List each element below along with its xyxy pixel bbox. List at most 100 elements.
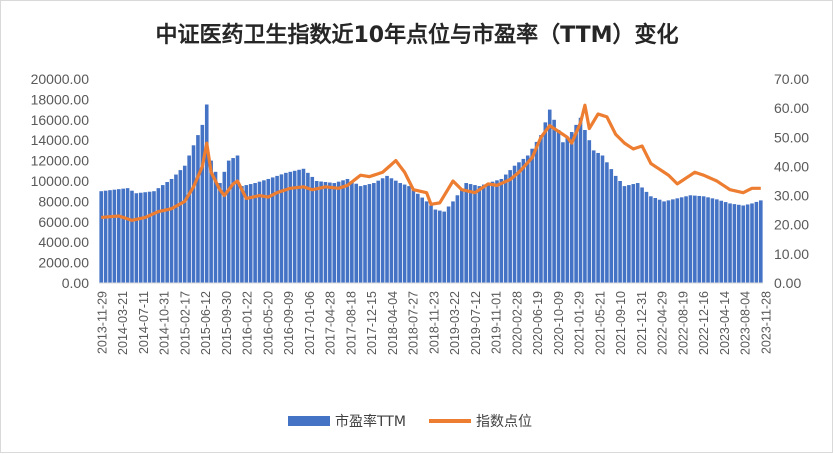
bar — [618, 181, 622, 283]
bar — [587, 140, 592, 283]
bar — [697, 195, 702, 283]
x-tick-label: 2018-07-27 — [407, 291, 421, 355]
bar — [253, 183, 257, 283]
bar — [270, 177, 275, 283]
bar — [389, 178, 394, 283]
x-tick-label: 2022-12-16 — [697, 291, 711, 355]
bar — [345, 178, 350, 283]
x-tick-label: 2021-09-10 — [614, 291, 628, 355]
y-right-tick-label: 0.00 — [774, 275, 801, 291]
bar — [266, 178, 271, 283]
x-tick-label: 2020-02-28 — [510, 291, 524, 355]
bar — [350, 181, 354, 283]
y-right-tick-label: 30.00 — [774, 188, 809, 204]
bar — [138, 192, 143, 283]
bar — [521, 158, 526, 283]
bar — [354, 183, 359, 283]
bar — [688, 195, 693, 283]
bar — [464, 183, 468, 283]
bar — [653, 198, 658, 283]
y-left-tick-label: 6000.00 — [38, 214, 89, 230]
bar — [178, 170, 183, 283]
bar — [715, 199, 719, 283]
bar — [481, 184, 486, 283]
bar — [297, 169, 301, 283]
bar-series-group — [99, 104, 763, 284]
bar — [301, 168, 306, 283]
x-tick-label: 2017-01-06 — [303, 291, 317, 355]
bar — [279, 174, 284, 283]
line-series-group — [101, 103, 761, 222]
bar — [508, 170, 512, 283]
x-tick-label: 2017-08-18 — [344, 291, 358, 355]
bar — [578, 117, 583, 283]
x-tick-label: 2019-07-12 — [469, 291, 483, 355]
bar — [394, 180, 398, 283]
x-tick-label: 2022-04-29 — [656, 291, 670, 355]
bar — [191, 145, 196, 283]
bar — [446, 206, 451, 283]
bar — [204, 104, 209, 283]
legend-swatch-bar — [288, 416, 330, 426]
bar — [288, 171, 293, 283]
bar — [209, 160, 213, 283]
bar — [402, 184, 407, 283]
bar — [226, 160, 231, 283]
bar — [411, 189, 416, 283]
bar — [706, 197, 710, 283]
legend-entry-index-level: 指数点位 — [476, 414, 532, 430]
axes-group: 0.00 2000.00 4000.00 6000.00 8000.00 10000.00… — [31, 71, 810, 355]
bar — [640, 187, 644, 283]
x-tick-label: 2014-03-21 — [116, 291, 130, 355]
y-right-tick-label: 70.00 — [774, 71, 809, 87]
bar — [600, 155, 605, 283]
bar — [165, 182, 169, 283]
index-line — [101, 103, 761, 222]
bar — [459, 189, 464, 283]
bar — [240, 186, 244, 283]
x-tick-label: 2018-04-04 — [386, 291, 400, 355]
bar — [759, 200, 763, 283]
bar — [530, 148, 534, 283]
bar — [187, 155, 191, 283]
bar — [336, 181, 341, 283]
bar — [517, 162, 521, 283]
bar — [622, 186, 627, 283]
bar — [613, 175, 618, 283]
x-tick-label: 2014-07-11 — [137, 291, 151, 354]
bar — [609, 169, 614, 283]
bar — [292, 170, 297, 283]
x-tick-label: 2016-01-22 — [241, 291, 255, 355]
y-right-tick-label: 50.00 — [774, 129, 809, 145]
bar — [455, 195, 460, 283]
x-tick-label: 2021-05-21 — [593, 291, 607, 355]
bar — [552, 119, 556, 283]
bar — [499, 178, 504, 283]
bar — [284, 172, 288, 283]
x-tick-label: 2014-10-31 — [158, 291, 172, 355]
bar — [723, 202, 728, 283]
bar — [134, 193, 139, 283]
x-tick-label: 2016-09-09 — [282, 291, 296, 355]
bar — [407, 186, 411, 283]
bar — [627, 185, 631, 283]
bar — [424, 201, 429, 283]
bar — [112, 189, 117, 283]
bar — [376, 180, 381, 283]
x-tick-label: 2015-06-12 — [199, 291, 213, 355]
bar — [429, 205, 433, 283]
bar — [662, 201, 666, 283]
x-tick-label: 2023-11-28 — [759, 291, 773, 354]
legend: 市盈率TTM 指数点位 — [288, 413, 532, 430]
bar — [108, 190, 112, 283]
y-right-tick-label: 60.00 — [774, 100, 809, 116]
y-left-tick-label: 16000.00 — [31, 112, 90, 128]
bar — [341, 180, 345, 283]
bar — [248, 184, 253, 283]
bar — [160, 185, 165, 283]
bar — [275, 175, 279, 283]
x-tick-label: 2020-10-09 — [552, 291, 566, 355]
bar — [684, 196, 688, 283]
y-left-tick-label: 0.00 — [62, 275, 89, 291]
